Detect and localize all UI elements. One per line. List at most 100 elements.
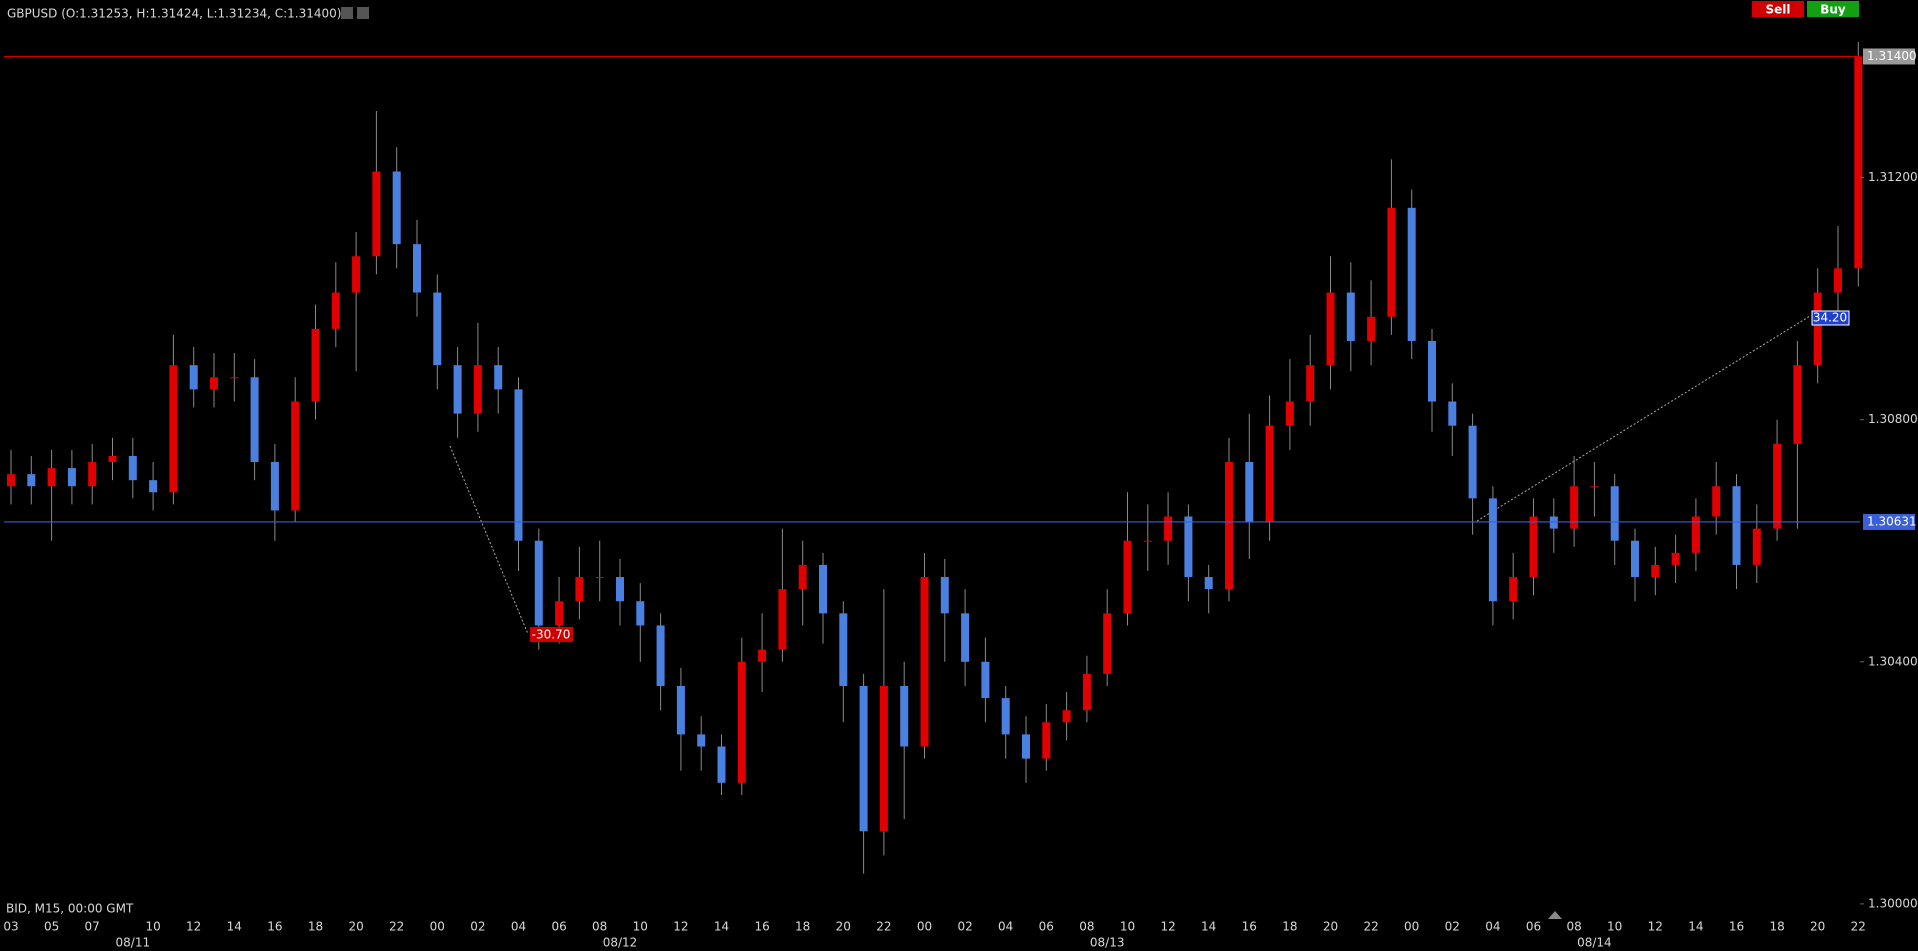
x-tick-label: 06 [1039,920,1054,934]
candle-body [1752,528,1761,565]
candle-body [636,601,645,626]
candle-body [453,365,462,414]
x-tick-label: 04 [998,920,1013,934]
x-tick-label: 16 [1242,920,1257,934]
x-tick-label: 18 [1769,920,1784,934]
price-label: 1.31400 [1867,49,1917,63]
annotation: -30.70 [532,628,571,642]
buy-button[interactable] [1807,1,1859,17]
candle-body [108,455,117,463]
sell-label[interactable]: Sell [1765,3,1790,17]
candle-body [291,401,300,511]
candle-body [250,377,259,463]
buy-label[interactable]: Buy [1820,3,1846,17]
x-tick-label: 20 [348,920,363,934]
x-tick-label: 10 [1607,920,1622,934]
candle-body [1184,516,1193,578]
annotation-box [530,627,573,642]
x-tick-label: 22 [1363,920,1378,934]
candle-body [1793,365,1802,444]
y-tick-label: 1.30400 [1868,654,1918,668]
candle-body [514,389,523,541]
x-tick-label: 10 [145,920,160,934]
x-tick-label: 20 [1810,920,1825,934]
candle-body [1306,365,1315,402]
candle-body [392,171,401,245]
candle-body [433,292,442,366]
close-icon[interactable] [357,7,369,19]
measure-line [449,445,529,635]
candle-body [1509,577,1518,602]
x-tick-label: 08 [592,920,607,934]
candle-body [311,328,320,402]
candle-body [981,661,990,699]
x-tick-label: 12 [1648,920,1663,934]
price-label-box [1863,513,1915,530]
price-label-box [1863,48,1915,65]
candle-body [331,292,340,329]
candle-body [758,649,767,662]
candle-body [1022,734,1030,759]
candle-body [1488,498,1497,602]
candle-body [1123,540,1132,614]
candle-body [920,577,929,747]
candle-body [859,685,868,832]
x-tick-label: 22 [876,920,891,934]
x-tick-label: 05 [44,920,59,934]
candle-body [1062,710,1071,723]
x-tick-label: 16 [754,920,769,934]
candle-body [900,685,909,747]
candle-body [1773,443,1782,529]
candle-body [372,171,381,257]
candle-body [189,365,198,390]
candle-body [575,577,584,602]
footer-label: BID, M15, 00:00 GMT [6,902,134,916]
candle-body [169,365,178,493]
x-tick-label: 04 [1485,920,1500,934]
candle-body [1103,613,1112,674]
candle-body [1346,292,1355,341]
x-tick-label: 16 [267,920,282,934]
candle-body [1367,316,1376,341]
x-tick-label: 04 [511,920,526,934]
x-tick-label: 18 [795,920,810,934]
x-tick-label: 14 [1201,920,1216,934]
settings-icon[interactable] [341,7,353,19]
x-tick-label: 14 [227,920,242,934]
annotation: 34.20 [1813,311,1847,325]
candle-body [1854,56,1863,269]
x-tick-label: 10 [1120,920,1135,934]
candles [7,41,1863,874]
candle-body [717,746,726,783]
date-label: 08/13 [1090,936,1125,950]
x-tick-label: 12 [1160,920,1175,934]
x-tick-label: 06 [551,920,566,934]
chart-title: GBPUSD (O:1.31253, H:1.31424, L:1.31234,… [7,7,341,21]
date-label: 08/12 [603,936,638,950]
x-tick-label: 22 [389,920,404,934]
candle-body [1143,540,1152,542]
x-tick-label: 12 [186,920,201,934]
candle-body [1570,486,1579,529]
scroll-marker[interactable] [1548,911,1562,919]
x-tick-label: 20 [1323,920,1338,934]
candle-body [595,577,604,579]
y-tick-label: 1.30000 [1868,896,1918,910]
x-tick-label: 00 [430,920,445,934]
candle-body [697,734,706,747]
candle-body [27,474,36,487]
x-tick-label: 18 [1282,920,1297,934]
x-tick-label: 07 [85,920,100,934]
candle-body [676,685,685,735]
x-tick-label: 14 [1688,920,1703,934]
sell-button[interactable] [1752,1,1804,17]
candle-body [778,589,787,650]
x-tick-label: 06 [1526,920,1541,934]
x-tick-label: 12 [673,920,688,934]
candle-body [67,468,76,487]
candle-body [1549,516,1558,529]
candle-body [879,685,888,832]
candle-body [1590,486,1599,488]
